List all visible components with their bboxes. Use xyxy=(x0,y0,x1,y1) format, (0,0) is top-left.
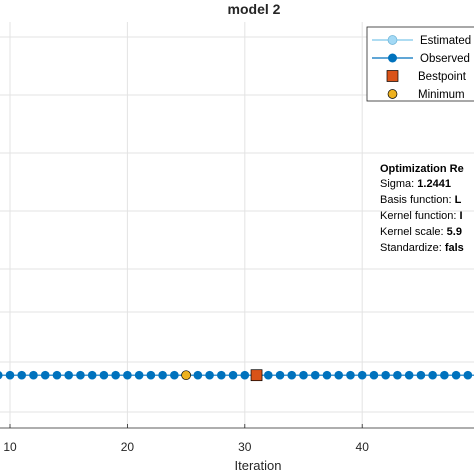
x-axis-label: Iteration xyxy=(235,458,282,473)
observed-point xyxy=(310,370,320,380)
legend-label-1: Observed xyxy=(420,53,470,65)
observed-point xyxy=(369,370,379,380)
legend-label-0: Estimated xyxy=(420,35,471,47)
legend-marker-2 xyxy=(386,70,399,82)
observed-point xyxy=(64,370,73,380)
observed-point xyxy=(17,370,27,380)
observed-point xyxy=(158,370,167,380)
observed-point xyxy=(217,370,226,380)
observed-point xyxy=(416,370,426,380)
grid xyxy=(0,22,474,428)
observed-point xyxy=(87,370,97,380)
observed-point xyxy=(393,370,402,380)
minimum-point xyxy=(181,370,191,381)
observed-point xyxy=(193,370,203,380)
observed-point xyxy=(451,370,461,380)
bestpoint-marker xyxy=(250,369,263,382)
legend-marker-3 xyxy=(387,89,398,99)
x-tick-label-2: 30 xyxy=(238,440,252,454)
annotation-line-1: Basis function: L xyxy=(380,194,462,206)
observed-point xyxy=(263,370,273,380)
observed-point xyxy=(123,370,132,380)
observed-point xyxy=(111,370,120,380)
observed-point xyxy=(5,370,15,380)
observed-point xyxy=(205,370,214,380)
observed-point xyxy=(357,370,367,380)
observed-point xyxy=(404,370,414,380)
legend-box xyxy=(366,26,474,102)
observed-point xyxy=(381,370,390,380)
observed-point xyxy=(440,370,449,380)
x-ticks: 10 20 30 40 xyxy=(3,424,369,454)
annotation-line-2: Kernel function: I xyxy=(380,210,463,222)
x-tick-label-1: 20 xyxy=(121,440,135,454)
observed-point xyxy=(346,370,355,380)
observed-point xyxy=(52,370,62,380)
annotation-line-4: Standardize: fals xyxy=(380,242,464,254)
observed-point xyxy=(299,370,308,380)
observed-point xyxy=(146,370,156,380)
observed-point xyxy=(287,370,297,380)
observed-point xyxy=(334,370,344,380)
legend-label-3: Minimum xyxy=(418,89,465,101)
annotation-heading: Optimization Re xyxy=(380,163,464,175)
observed-point xyxy=(463,370,473,380)
observed-point xyxy=(428,370,437,380)
legend-label-2: Bestpoint xyxy=(418,71,467,83)
observed-point xyxy=(134,370,144,380)
optimization-results-annotation: Optimization Re Sigma: 1.2441 Basis funct… xyxy=(380,163,464,254)
legend: Estimated Observed Bestpoint Minimum xyxy=(366,26,474,102)
observed-point xyxy=(0,371,3,380)
legend-marker-1 xyxy=(388,53,397,63)
observed-point xyxy=(322,370,332,380)
observed-point xyxy=(29,370,38,380)
x-tick-label-0: 10 xyxy=(3,440,17,454)
annotation-line-3: Kernel scale: 5.9 xyxy=(380,226,462,238)
annotation-line-0: Sigma: 1.2441 xyxy=(380,178,451,190)
observed-point xyxy=(76,370,85,380)
x-tick-label-3: 40 xyxy=(356,440,370,454)
observed-series xyxy=(0,369,474,382)
observed-point xyxy=(275,370,285,380)
observed-point xyxy=(228,370,238,380)
observed-point xyxy=(40,370,50,380)
legend-marker-0 xyxy=(387,35,398,45)
observed-point xyxy=(170,370,179,380)
chart-title: model 2 xyxy=(228,1,281,17)
observed-point xyxy=(99,370,109,380)
observed-point xyxy=(240,370,250,380)
